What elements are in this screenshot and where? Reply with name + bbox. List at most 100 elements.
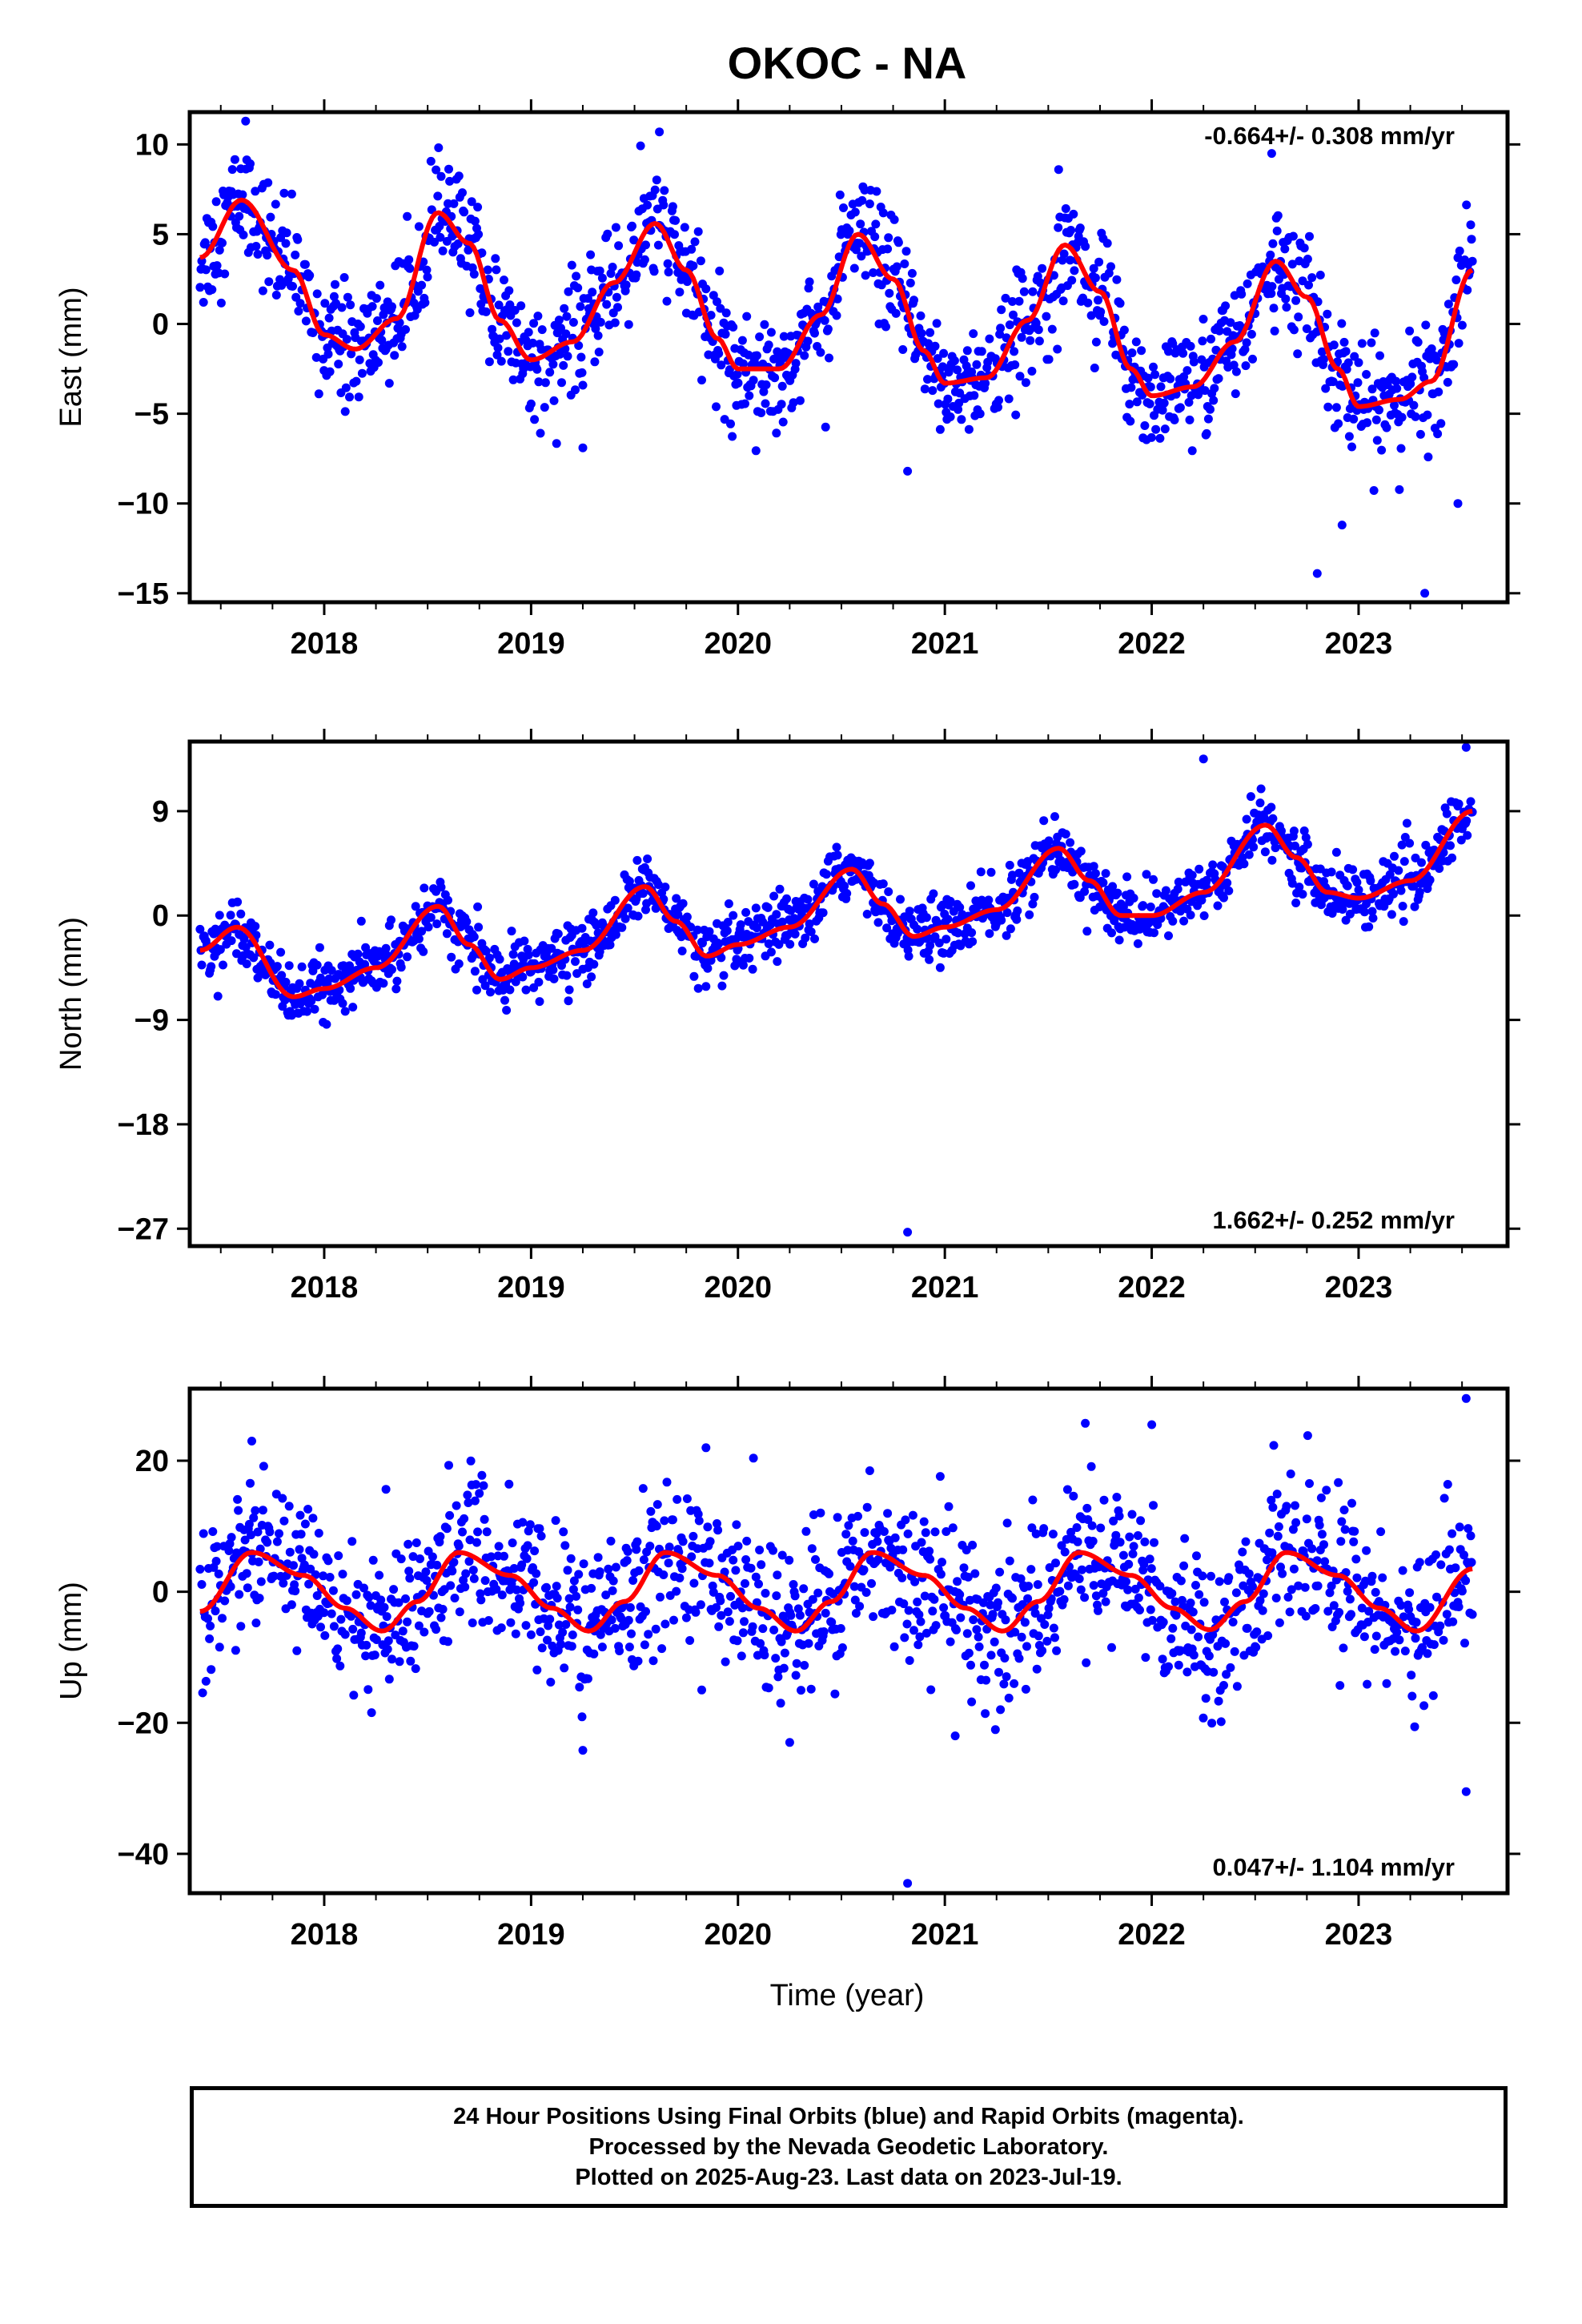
data-point (825, 353, 833, 363)
data-point (698, 939, 707, 948)
data-point (568, 1585, 578, 1594)
data-point (741, 399, 749, 408)
data-point (560, 304, 569, 313)
data-point (1073, 1537, 1082, 1546)
data-point (1288, 1525, 1298, 1534)
data-point (328, 1586, 338, 1595)
data-point (1230, 291, 1239, 300)
data-point (442, 929, 452, 939)
data-point (1090, 273, 1100, 283)
y-tick-label: −18 (118, 1108, 169, 1142)
data-point (1021, 378, 1030, 388)
data-point (542, 1582, 551, 1592)
data-point (1312, 1556, 1322, 1566)
data-point (297, 962, 307, 971)
data-point (263, 251, 272, 260)
data-point (652, 175, 661, 185)
data-point (1392, 1627, 1402, 1637)
data-point (921, 1628, 931, 1638)
data-point (991, 1583, 1001, 1593)
data-point (1010, 360, 1020, 369)
data-point (805, 277, 814, 287)
data-point (638, 889, 648, 899)
data-point (564, 985, 574, 995)
data-point (623, 903, 632, 913)
data-point (986, 1651, 996, 1660)
data-point (564, 287, 573, 296)
data-point (1060, 1547, 1070, 1557)
data-point (934, 399, 943, 408)
data-point (671, 215, 681, 225)
data-point (1158, 1655, 1167, 1664)
data-point (450, 1594, 460, 1602)
data-point (1052, 1646, 1062, 1655)
data-point (1053, 344, 1062, 354)
data-point (563, 1566, 572, 1575)
data-point (1263, 1631, 1273, 1640)
data-point (446, 1581, 456, 1590)
data-point (414, 934, 424, 943)
data-point (956, 1613, 966, 1622)
data-point (719, 971, 729, 980)
data-point (1207, 1719, 1217, 1728)
data-point (403, 952, 412, 962)
data-point (1425, 875, 1435, 885)
data-point (791, 359, 801, 368)
data-point (1186, 911, 1195, 920)
data-point (639, 1555, 648, 1565)
data-point (537, 1643, 547, 1653)
data-point (899, 1599, 909, 1609)
data-point (773, 1570, 782, 1580)
data-point (291, 1586, 300, 1596)
data-point (745, 391, 754, 400)
data-point (792, 1659, 801, 1668)
data-point (1385, 870, 1395, 879)
data-point (1455, 1522, 1464, 1532)
data-point (591, 324, 600, 333)
data-point (807, 1544, 817, 1554)
data-point (1066, 838, 1075, 847)
data-point (1133, 1531, 1142, 1540)
data-point (1027, 367, 1037, 376)
data-point (903, 1529, 913, 1538)
data-point (251, 242, 261, 251)
data-point (215, 945, 225, 955)
data-point (284, 961, 294, 971)
data-point (1221, 301, 1231, 311)
data-point (207, 962, 216, 971)
data-point (379, 979, 388, 988)
outlier-point (578, 443, 588, 452)
data-point (760, 1651, 769, 1660)
data-point (423, 272, 432, 282)
data-point (1114, 935, 1124, 945)
data-point (1143, 373, 1153, 383)
data-point (1287, 879, 1297, 888)
data-point (624, 877, 634, 886)
data-point (247, 1530, 255, 1540)
data-point (464, 245, 473, 255)
model-fit-line (199, 1550, 1473, 1634)
data-point (572, 271, 581, 281)
data-point (672, 894, 681, 903)
data-point (923, 375, 932, 384)
data-point (1080, 1593, 1090, 1602)
data-point (571, 385, 580, 395)
data-point (1247, 329, 1256, 339)
y-axis-label: East (mm) (54, 287, 88, 427)
data-point (1335, 1607, 1344, 1617)
data-point (526, 399, 536, 408)
data-point (1323, 402, 1333, 412)
data-point (1415, 1558, 1424, 1567)
data-point (1468, 1610, 1477, 1619)
data-point (355, 355, 364, 364)
data-point (436, 1613, 446, 1622)
data-point (1350, 1526, 1359, 1536)
data-point (648, 1656, 658, 1666)
data-point (518, 972, 528, 982)
data-point (662, 1478, 672, 1487)
data-point (263, 1538, 272, 1547)
data-point (259, 1462, 268, 1471)
data-point (800, 351, 809, 360)
data-point (1028, 287, 1038, 296)
data-point (377, 336, 387, 345)
